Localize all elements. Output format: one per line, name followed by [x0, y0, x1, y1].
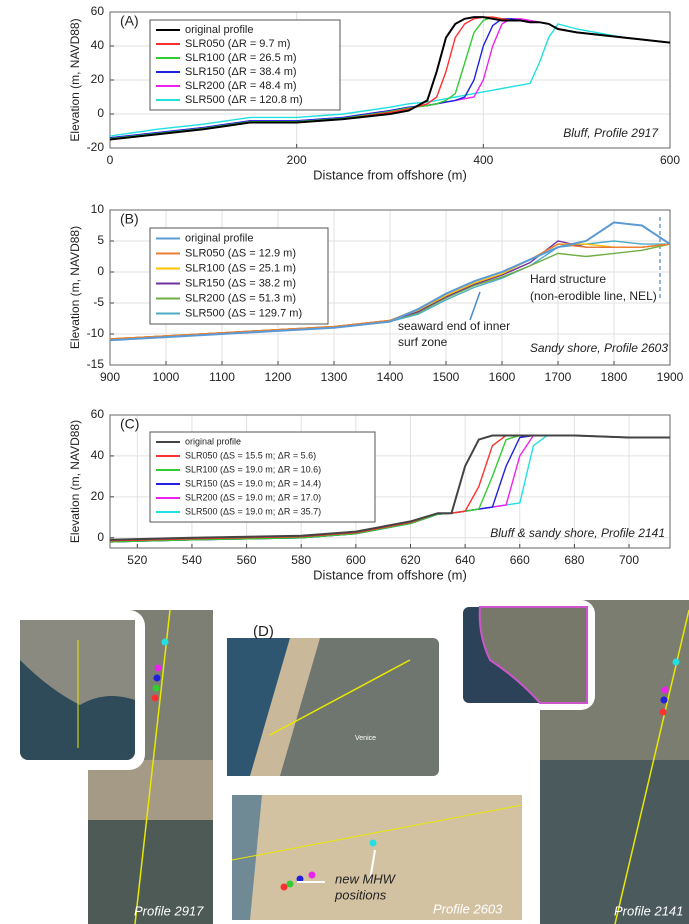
- caption: Profile 2917: [134, 903, 204, 918]
- x-tick-label: 1400: [377, 370, 404, 384]
- annotation: Hard structure: [530, 272, 606, 286]
- marker: [661, 697, 668, 704]
- x-tick-label: 0: [107, 153, 114, 167]
- x-tick-label: 1500: [433, 370, 460, 384]
- y-tick-label: 60: [91, 4, 105, 18]
- marker: [660, 709, 667, 716]
- y-tick-label: 0: [97, 106, 104, 120]
- y-axis-label: Elevation (m, NAVD88): [68, 226, 82, 349]
- annotation: positions: [334, 887, 387, 902]
- y-tick-label: 40: [91, 448, 105, 462]
- x-tick-label: 200: [287, 153, 307, 167]
- x-tick-label: 700: [619, 553, 639, 567]
- annotation: surf zone: [398, 335, 448, 349]
- marker: [281, 884, 288, 891]
- x-tick-label: 1900: [657, 370, 684, 384]
- figure: (D) Venice new MHW positions Profile 291…: [0, 0, 689, 924]
- x-tick-label: 520: [127, 553, 147, 567]
- place-label: Venice: [355, 735, 376, 742]
- legend-label: SLR050 (ΔR = 9.7 m): [185, 38, 290, 50]
- legend-label: SLR200 (ΔR = 48.4 m): [185, 80, 297, 92]
- x-tick-label: 400: [473, 153, 493, 167]
- panel-label: (D): [253, 623, 274, 640]
- y-tick-label: 0: [97, 530, 104, 544]
- x-tick-label: 600: [346, 553, 366, 567]
- annotation: new MHW: [335, 871, 397, 886]
- y-tick-label: -10: [87, 326, 105, 340]
- marker: [155, 665, 162, 672]
- y-axis-label: Elevation (m, NAVD88): [68, 18, 82, 141]
- legend-label: SLR150 (ΔS = 38.2 m): [185, 277, 296, 289]
- x-tick-label: 600: [660, 153, 680, 167]
- x-tick-label: 660: [510, 553, 530, 567]
- y-tick-label: 0: [97, 264, 104, 278]
- y-tick-label: 20: [91, 72, 105, 86]
- x-tick-label: 1100: [209, 370, 235, 384]
- marker: [287, 881, 294, 888]
- legend-label: SLR200 (ΔS = 51.3 m): [185, 292, 296, 304]
- x-tick-label: 640: [455, 553, 475, 567]
- legend-label: SLR500 (ΔR = 120.8 m): [185, 94, 303, 106]
- annotation: (non-erodible line, NEL): [530, 289, 657, 303]
- legend-label: original profile: [185, 24, 253, 36]
- x-axis-label: Distance from offshore (m): [313, 567, 467, 582]
- marker: [370, 840, 377, 847]
- x-tick-label: 1000: [153, 370, 180, 384]
- legend-label: SLR150 (ΔR = 38.4 m): [185, 66, 297, 78]
- x-tick-label: 1700: [545, 370, 572, 384]
- marker: [162, 639, 169, 646]
- y-tick-label: -5: [93, 295, 104, 309]
- x-tick-label: 1800: [601, 370, 628, 384]
- x-tick-label: 900: [100, 370, 120, 384]
- legend-label: SLR050 (ΔS = 15.5 m; ΔR = 5.6): [185, 450, 316, 460]
- x-tick-label: 620: [400, 553, 420, 567]
- marker: [309, 872, 316, 879]
- legend-label: SLR100 (ΔR = 26.5 m): [185, 52, 297, 64]
- corner-note: Bluff, Profile 2917: [563, 126, 659, 140]
- legend-label: SLR050 (ΔS = 12.9 m): [185, 247, 296, 259]
- y-tick-label: 40: [91, 38, 105, 52]
- marker: [673, 659, 680, 666]
- y-tick-label: 10: [91, 202, 105, 216]
- corner-note: Sandy shore, Profile 2603: [530, 341, 668, 355]
- x-tick-label: 540: [182, 553, 202, 567]
- panel-label: (B): [120, 211, 139, 227]
- marker: [154, 675, 161, 682]
- x-tick-label: 560: [237, 553, 257, 567]
- y-tick-label: 60: [91, 407, 105, 421]
- x-tick-label: 1300: [321, 370, 348, 384]
- x-tick-label: 1200: [265, 370, 292, 384]
- photo: [540, 760, 689, 924]
- legend-label: original profile: [185, 232, 253, 244]
- panel-label: (C): [120, 416, 139, 432]
- marker: [662, 687, 669, 694]
- x-tick-label: 580: [291, 553, 311, 567]
- y-tick-label: 20: [91, 489, 105, 503]
- annotation: seaward end of inner: [398, 319, 510, 333]
- panel-label: (A): [120, 13, 139, 29]
- corner-note: Bluff & sandy shore, Profile 2141: [490, 526, 665, 540]
- x-tick-label: 1600: [489, 370, 516, 384]
- legend-label: SLR150 (ΔS = 19.0 m; ΔR = 14.4): [185, 478, 321, 488]
- photo-panel: (D) Venice new MHW positions Profile 291…: [10, 600, 689, 924]
- legend-label: SLR200 (ΔS = 19.0 m; ΔR = 17.0): [185, 492, 321, 502]
- x-tick-label: 680: [564, 553, 584, 567]
- legend-label: SLR100 (ΔS = 25.1 m): [185, 262, 296, 274]
- y-axis-label: Elevation (m, NAVD88): [68, 420, 82, 543]
- marker: [153, 685, 160, 692]
- x-axis-label: Distance from offshore (m): [313, 167, 467, 182]
- legend-label: SLR100 (ΔS = 19.0 m; ΔR = 10.6): [185, 464, 321, 474]
- caption: Profile 2141: [614, 903, 683, 918]
- y-tick-label: -15: [87, 357, 105, 371]
- legend-label: SLR500 (ΔS = 129.7 m): [185, 307, 302, 319]
- y-tick-label: -20: [87, 140, 105, 154]
- legend-label: original profile: [185, 436, 241, 446]
- y-tick-label: 5: [97, 233, 104, 247]
- legend-label: SLR500 (ΔS = 19.0 m; ΔR = 35.7): [185, 506, 321, 516]
- caption: Profile 2603: [433, 901, 503, 916]
- marker: [152, 695, 159, 702]
